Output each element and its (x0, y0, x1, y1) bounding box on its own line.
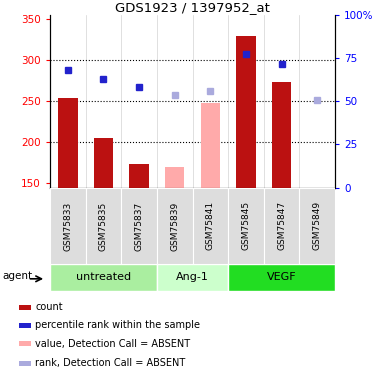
Bar (165, 167, 184, 188)
FancyBboxPatch shape (192, 188, 228, 264)
FancyBboxPatch shape (85, 188, 121, 264)
Text: agent: agent (3, 271, 33, 281)
Text: VEGF: VEGF (267, 273, 296, 282)
Text: GSM75835: GSM75835 (99, 201, 108, 250)
Bar (19, 341, 31, 346)
Text: GSM75833: GSM75833 (64, 201, 72, 250)
Bar (201, 103, 220, 188)
Text: GSM75841: GSM75841 (206, 201, 215, 250)
Title: GDS1923 / 1397952_at: GDS1923 / 1397952_at (115, 1, 270, 14)
FancyBboxPatch shape (264, 188, 300, 264)
Text: GSM75847: GSM75847 (277, 201, 286, 250)
FancyBboxPatch shape (121, 188, 157, 264)
FancyBboxPatch shape (228, 188, 264, 264)
Bar (19, 361, 31, 366)
Bar (19, 305, 31, 310)
Text: GSM75845: GSM75845 (241, 201, 250, 250)
Text: GSM75839: GSM75839 (170, 201, 179, 250)
Text: Ang-1: Ang-1 (176, 273, 209, 282)
Text: GSM75849: GSM75849 (313, 201, 321, 250)
Text: untreated: untreated (76, 273, 131, 282)
FancyBboxPatch shape (228, 264, 335, 291)
Bar (236, 36, 256, 188)
FancyBboxPatch shape (300, 188, 335, 264)
Text: count: count (35, 302, 63, 312)
Text: GSM75837: GSM75837 (135, 201, 144, 250)
FancyBboxPatch shape (157, 264, 228, 291)
FancyBboxPatch shape (50, 188, 85, 264)
FancyBboxPatch shape (157, 188, 192, 264)
Text: percentile rank within the sample: percentile rank within the sample (35, 321, 200, 330)
Bar (129, 164, 149, 188)
Text: rank, Detection Call = ABSENT: rank, Detection Call = ABSENT (35, 358, 185, 369)
Bar (272, 82, 291, 188)
Bar (58, 98, 78, 188)
FancyBboxPatch shape (50, 264, 157, 291)
Bar (94, 138, 113, 188)
Bar (19, 323, 31, 328)
Text: value, Detection Call = ABSENT: value, Detection Call = ABSENT (35, 339, 190, 349)
